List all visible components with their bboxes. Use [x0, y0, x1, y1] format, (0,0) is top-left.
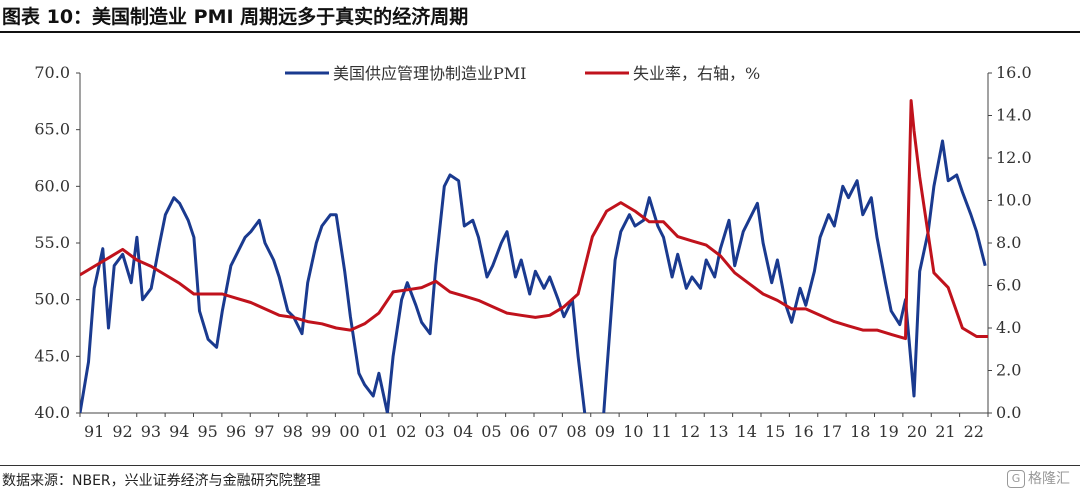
x-tick-label: 93	[141, 422, 161, 441]
line-chart: 40.0 45.0 50.0 55.0 60.0 65.0 70.0 0.0 2.0 4.0 6.0…	[34, 63, 1031, 441]
x-tick-label: 20	[907, 422, 927, 441]
x-tick-label: 08	[566, 422, 586, 441]
x-tick-label: 21	[935, 422, 955, 441]
x-tick-label: 09	[595, 422, 615, 441]
series-line-unemployment	[80, 99, 988, 341]
y-right-tick-label: 14.0	[996, 106, 1032, 125]
x-tick-label: 14	[737, 422, 757, 441]
y-right-tick-label: 4.0	[996, 318, 1021, 337]
watermark-text: 格隆汇	[1028, 471, 1070, 487]
y-right-tick-label: 16.0	[996, 63, 1032, 82]
watermark: G 格隆汇	[1007, 468, 1070, 488]
legend: 美国供应管理协制造业PMI 失业率，右轴，%	[285, 64, 760, 83]
title-underline	[0, 31, 1080, 33]
x-tick-label: 11	[652, 422, 672, 441]
title-bar: 图表 10：美国制造业 PMI 周期远多于真实的经济周期	[0, 0, 1080, 33]
x-tick-label: 96	[226, 422, 246, 441]
x-tick-label: 06	[510, 422, 530, 441]
y-left-tick-label: 70.0	[34, 63, 70, 82]
chart-title: 图表 10：美国制造业 PMI 周期远多于真实的经济周期	[2, 6, 469, 28]
x-tick-label: 03	[425, 422, 445, 441]
x-tick-label: 05	[481, 422, 501, 441]
legend-label: 失业率，右轴，%	[633, 64, 760, 83]
y-right-tick-label: 8.0	[996, 233, 1021, 252]
x-tick-label: 22	[964, 422, 984, 441]
legend-label: 美国供应管理协制造业PMI	[333, 64, 526, 83]
footer-rule	[0, 465, 1080, 466]
y-right-tick-label: 12.0	[996, 148, 1032, 167]
x-tick-label: 15	[765, 422, 785, 441]
x-tick-label: 13	[708, 422, 728, 441]
axes-layer: 40.0 45.0 50.0 55.0 60.0 65.0 70.0 0.0 2.0 4.0 6.0…	[34, 63, 1031, 441]
x-tick-label: 98	[283, 422, 303, 441]
watermark-logo-icon: G	[1007, 470, 1025, 488]
series-layer	[80, 99, 988, 413]
x-tick-label: 19	[879, 422, 899, 441]
x-tick-label: 17	[822, 422, 842, 441]
x-tick-label: 94	[169, 422, 189, 441]
y-left-tick-label: 45.0	[34, 346, 70, 365]
x-tick-label: 02	[396, 422, 416, 441]
x-tick-label: 07	[538, 422, 558, 441]
x-tick-label: 16	[793, 422, 813, 441]
y-right-tick-label: 10.0	[996, 191, 1032, 210]
y-left-tick-label: 50.0	[34, 290, 70, 309]
x-tick-label: 18	[850, 422, 870, 441]
y-left-tick-label: 55.0	[34, 233, 70, 252]
y-left-tick-label: 40.0	[34, 403, 70, 422]
y-right-tick-label: 2.0	[996, 361, 1021, 380]
x-tick-label: 99	[311, 422, 331, 441]
x-tick-label: 95	[198, 422, 218, 441]
x-tick-label: 04	[453, 422, 473, 441]
x-tick-label: 01	[368, 422, 388, 441]
x-tick-label: 97	[254, 422, 274, 441]
source-note: 数据来源：NBER，兴业证券经济与金融研究院整理	[2, 473, 321, 489]
x-tick-label: 00	[339, 422, 359, 441]
y-right-tick-label: 0.0	[996, 403, 1021, 422]
x-tick-label: 12	[680, 422, 700, 441]
y-right-tick-label: 6.0	[996, 276, 1021, 295]
y-left-tick-label: 60.0	[34, 176, 70, 195]
series-line-pmi	[80, 139, 987, 413]
y-left-tick-label: 65.0	[34, 120, 70, 139]
x-tick-label: 10	[623, 422, 643, 441]
x-tick-label: 92	[112, 422, 132, 441]
x-tick-label: 91	[84, 422, 104, 441]
